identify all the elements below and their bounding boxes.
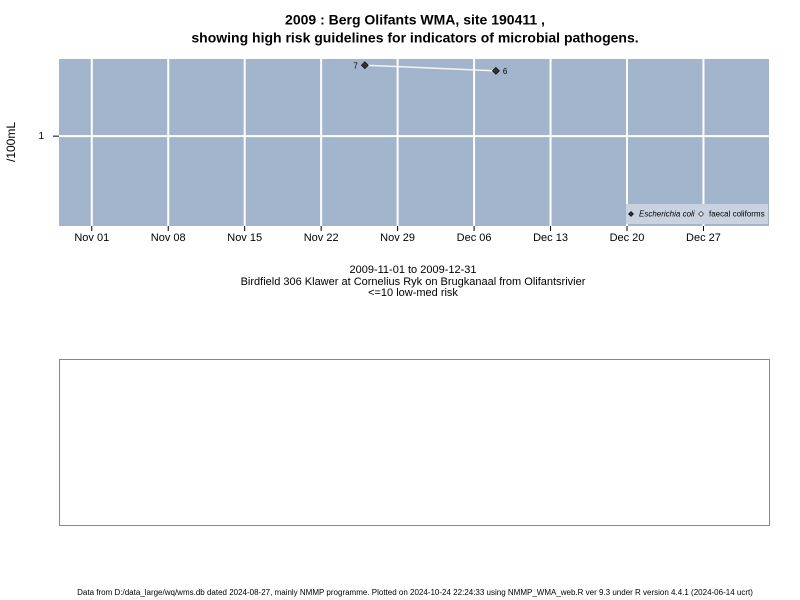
legend-marker (628, 211, 634, 217)
legend-label: faecal coliforms (709, 210, 765, 219)
x-tick-label: Dec 06 (457, 232, 492, 244)
x-tick-label: Dec 27 (686, 232, 721, 244)
caption: Birdfield 306 Klawer at Cornelius Ryk on… (241, 276, 586, 288)
y-tick-label: 1 (38, 131, 44, 142)
data-label: 7 (353, 61, 358, 70)
legend-marker (698, 211, 704, 217)
x-tick-label: Nov 15 (227, 232, 262, 244)
x-tick-label: Nov 29 (380, 232, 415, 244)
x-tick-label: Nov 22 (304, 232, 339, 244)
x-tick-label: Dec 20 (610, 232, 645, 244)
legend (626, 204, 768, 224)
footer: Data from D:/data_large/wq/wms.db dated … (77, 588, 753, 597)
x-tick-label: Nov 08 (151, 232, 186, 244)
chart-title: 2009 : Berg Olifants WMA, site 190411 , (285, 12, 545, 28)
caption: <=10 low-med risk (368, 287, 458, 299)
empty-panel (59, 359, 770, 526)
data-label: 6 (503, 67, 508, 76)
x-tick-label: Dec 13 (533, 232, 568, 244)
y-axis-label: /100mL (4, 122, 18, 162)
series-line (364, 64, 496, 72)
data-point (360, 61, 369, 70)
chart-subtitle: showing high risk guidelines for indicat… (191, 30, 638, 46)
plot-area (59, 59, 769, 226)
caption: 2009-11-01 to 2009-12-31 (349, 264, 476, 276)
data-point (491, 66, 500, 75)
x-tick-label: Nov 01 (74, 232, 109, 244)
legend-label: Escherichia coli (639, 210, 695, 219)
